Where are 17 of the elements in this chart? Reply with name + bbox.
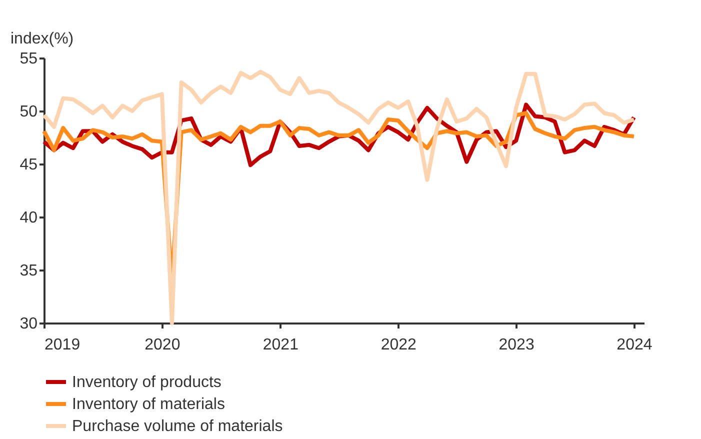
line-series <box>42 70 636 325</box>
y-tick-label: 50 <box>20 104 38 120</box>
x-tick-label: 2021 <box>262 336 299 354</box>
x-tick-label: 2024 <box>616 336 652 354</box>
legend-label: Purchase volume of materials <box>72 418 283 435</box>
x-tick-label: 2019 <box>44 336 80 354</box>
x-tick-label: 2020 <box>144 336 180 354</box>
y-tick-label: 30 <box>20 316 38 332</box>
y-tick-label: 35 <box>20 262 38 280</box>
y-axis-title: index(%) <box>10 30 74 48</box>
y-tick-label: 55 <box>20 50 38 68</box>
x-tick-label: 2023 <box>498 336 534 354</box>
y-tick-label: 40 <box>20 210 38 226</box>
legend-label: Inventory of products <box>72 374 222 391</box>
x-tick-label: 2022 <box>380 336 417 354</box>
y-tick-label: 45 <box>20 156 38 174</box>
legend-label: Inventory of materials <box>72 396 225 413</box>
